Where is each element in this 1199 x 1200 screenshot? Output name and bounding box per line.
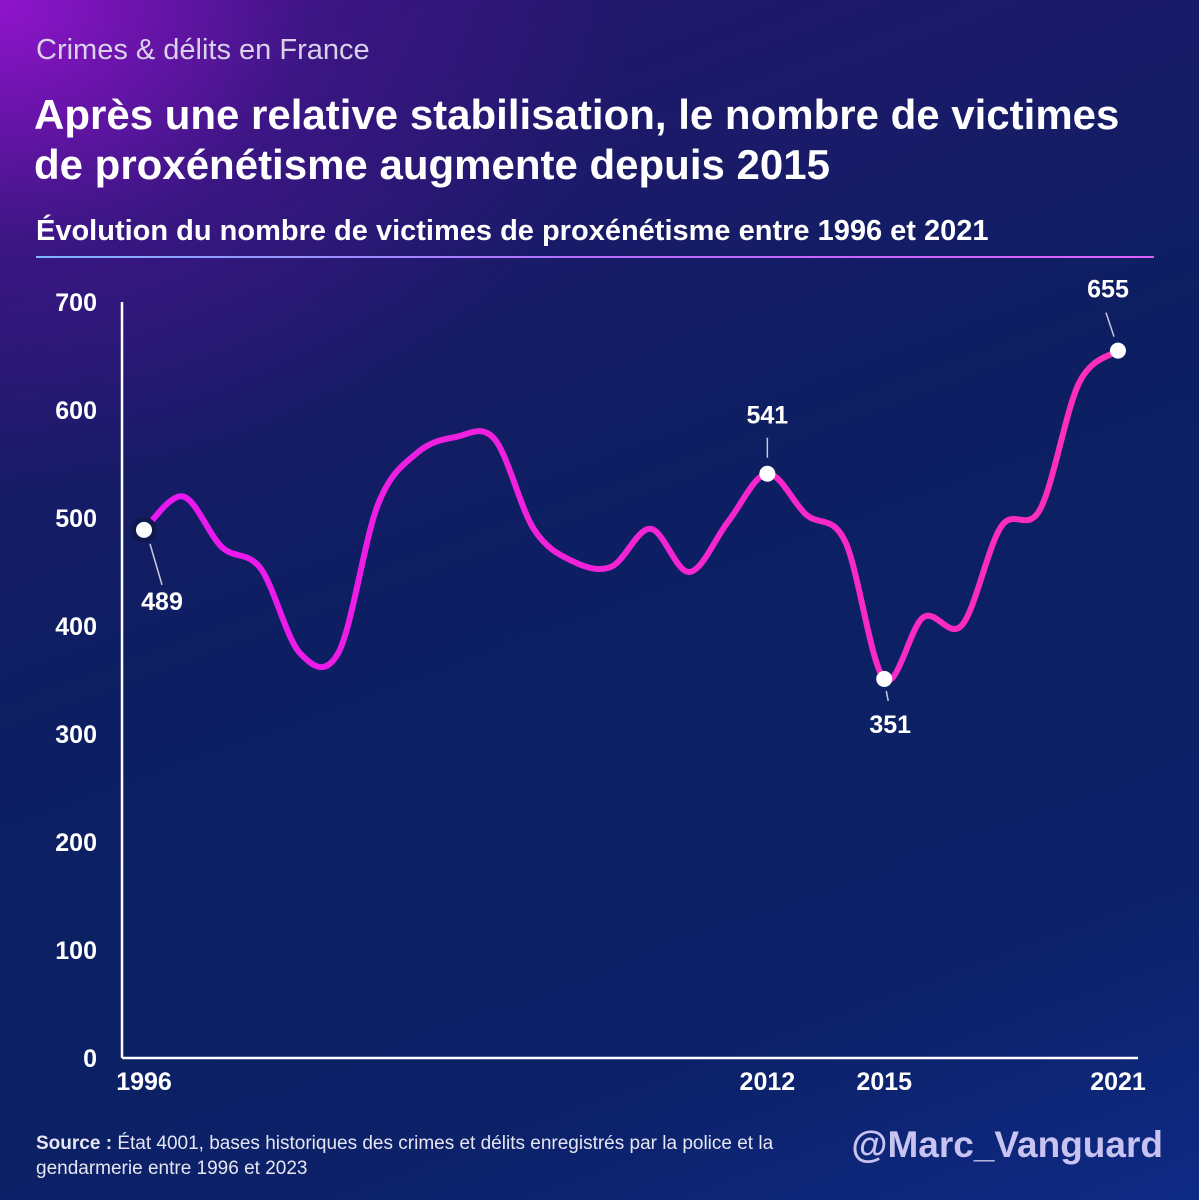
data-label: 655 — [1087, 276, 1129, 304]
x-tick-label: 2015 — [856, 1068, 912, 1096]
y-tick-label: 100 — [55, 937, 97, 965]
y-tick-label: 300 — [55, 721, 97, 749]
annotation-leader — [1105, 312, 1115, 337]
y-tick-label: 600 — [55, 397, 97, 425]
chart-kicker: Crimes & délits en France — [36, 34, 370, 66]
source-label: Source : — [36, 1133, 113, 1154]
series-line — [141, 347, 1121, 684]
subtitle-divider — [36, 256, 1154, 258]
source-note: Source : État 4001, bases historiques de… — [36, 1131, 796, 1181]
y-tick-label: 0 — [83, 1045, 97, 1073]
x-tick-label: 1996 — [116, 1068, 172, 1096]
y-tick-label: 200 — [55, 829, 97, 857]
data-point — [136, 521, 152, 538]
annotation-leader — [149, 543, 163, 586]
y-tick-label: 700 — [55, 289, 97, 317]
author-handle: @Marc_Vanguard — [851, 1124, 1163, 1165]
y-tick-label: 400 — [55, 613, 97, 641]
data-point — [759, 465, 776, 482]
source-text: État 4001, bases historiques des crimes … — [36, 1133, 774, 1179]
data-label: 351 — [869, 711, 911, 739]
data-point — [876, 670, 893, 687]
x-tick-label: 2021 — [1090, 1068, 1146, 1096]
chart-headline: Après une relative stabilisation, le nom… — [34, 91, 1120, 188]
annotation-leader — [885, 690, 889, 702]
chart-subtitle: Évolution du nombre de victimes de proxé… — [36, 215, 989, 247]
x-tick-label: 2012 — [740, 1068, 796, 1096]
data-label: 489 — [141, 588, 183, 616]
y-tick-label: 500 — [55, 505, 97, 533]
data-label: 541 — [747, 402, 789, 430]
data-point — [1110, 342, 1126, 359]
